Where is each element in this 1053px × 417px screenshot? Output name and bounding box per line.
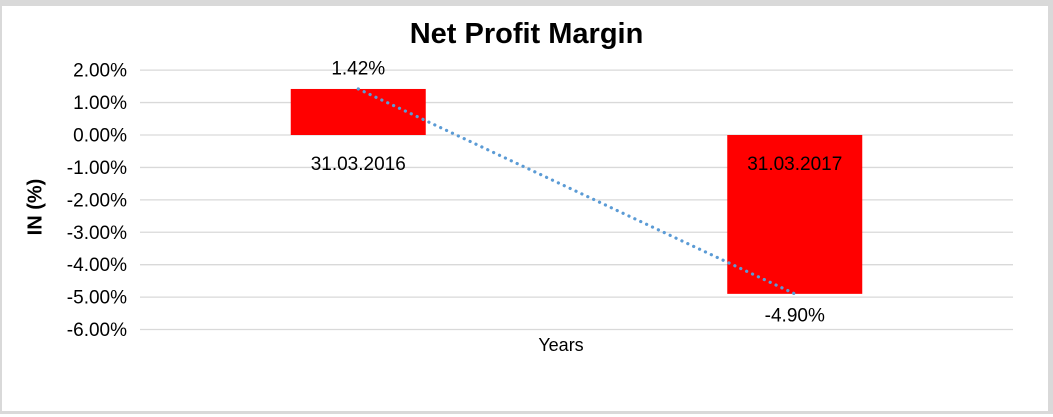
trendline — [356, 87, 797, 296]
data-label: -4.90% — [765, 305, 825, 326]
category-label: 31.03.2017 — [747, 154, 842, 175]
x-axis-title: Years — [538, 335, 584, 355]
bar — [290, 88, 426, 135]
y-tick-label: -4.00% — [67, 255, 127, 276]
window-border-right — [1048, 0, 1053, 413]
y-axis-title: IN (%) — [24, 178, 47, 236]
window-border-left — [0, 0, 2, 413]
y-tick-label: 0.00% — [73, 126, 127, 147]
window-border-top — [0, 0, 1053, 6]
chart-title: Net Profit Margin — [409, 18, 644, 50]
y-tick-label: -6.00% — [67, 320, 127, 341]
y-tick-label: -3.00% — [67, 223, 127, 244]
y-tick-label: -2.00% — [67, 190, 127, 211]
y-tick-label: -1.00% — [67, 158, 127, 179]
data-label: 1.42% — [331, 58, 385, 79]
category-label: 31.03.2016 — [311, 154, 406, 175]
bar — [727, 135, 863, 294]
window-border-bottom — [0, 411, 1053, 414]
y-tick-label: 1.00% — [73, 93, 127, 114]
y-tick-label: 2.00% — [73, 61, 127, 82]
y-tick-label: -5.00% — [67, 288, 127, 309]
